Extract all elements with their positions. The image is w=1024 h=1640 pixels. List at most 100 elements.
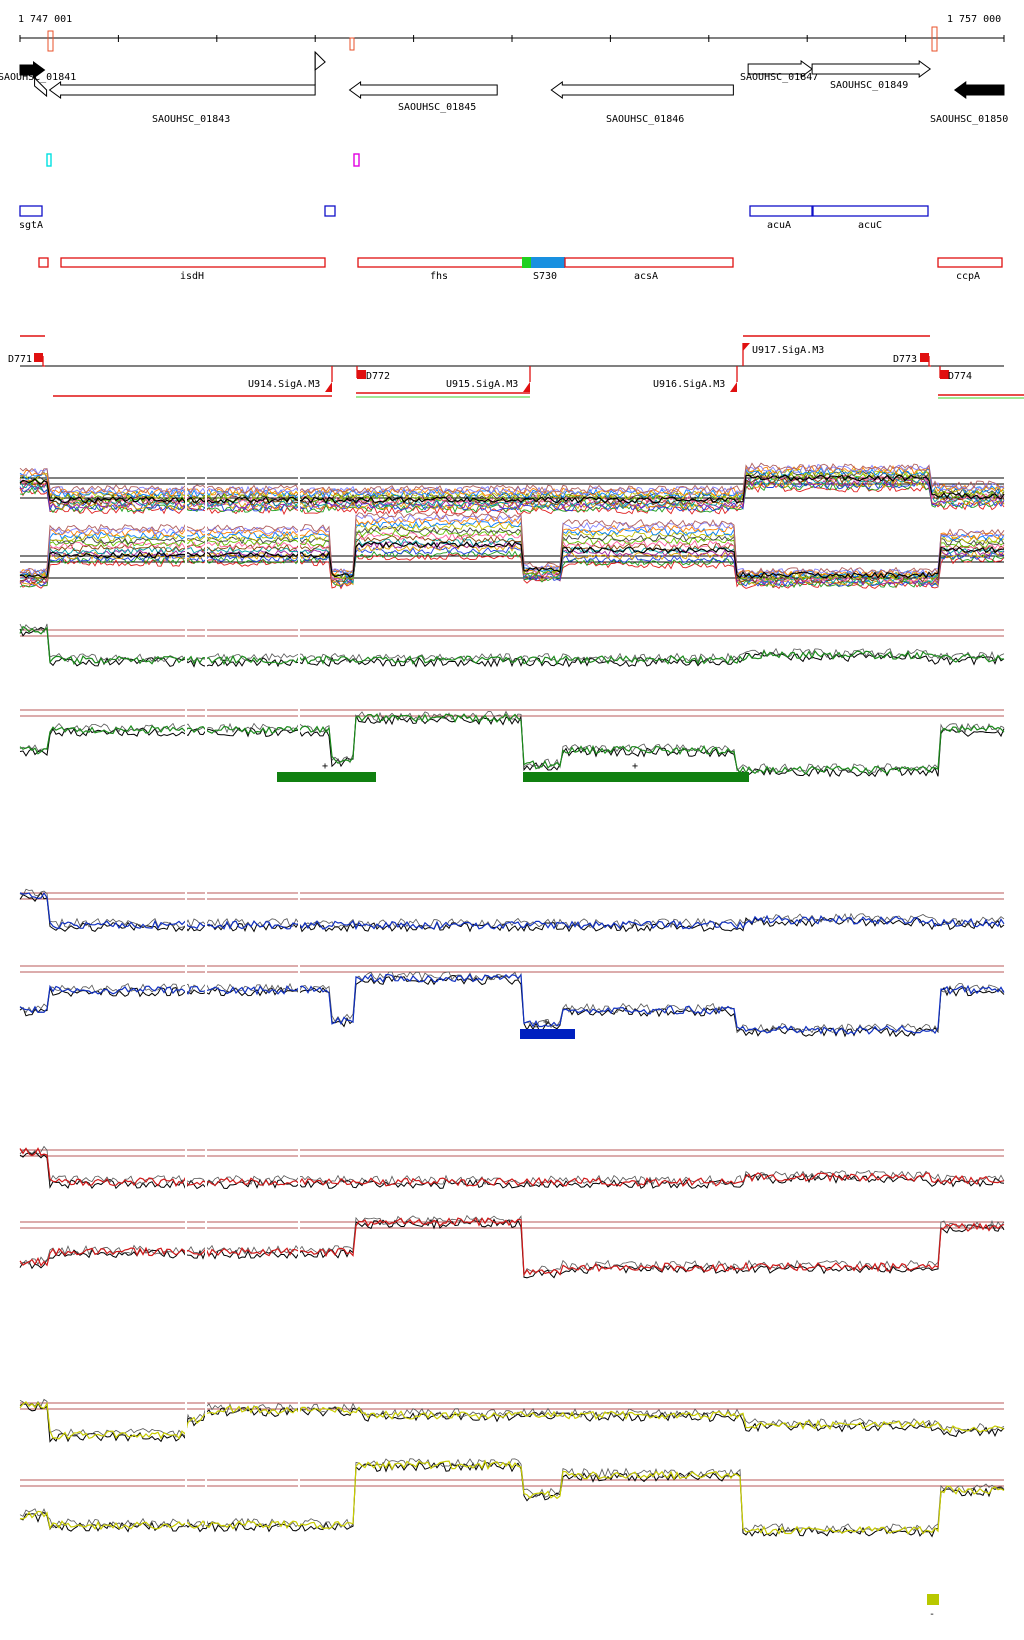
condition-bar-green bbox=[523, 772, 749, 782]
profile-line-colored bbox=[19, 1217, 1005, 1277]
ruler-highlight bbox=[931, 26, 938, 52]
red-feature-track: isdH fhs S730 acsA ccpA bbox=[38, 257, 1003, 282]
gene-label-saouhsc_01846: SAOUHSC_01846 bbox=[606, 114, 684, 125]
coord-end-label: 1 757 000 bbox=[947, 14, 1001, 25]
coord-start-label: 1 747 001 bbox=[18, 14, 72, 25]
sample-line-black bbox=[19, 541, 1005, 580]
profile-gap bbox=[298, 1365, 300, 1525]
sample-line bbox=[19, 525, 1005, 581]
breakpoint-U915 bbox=[523, 382, 530, 392]
breakpoint-D774 bbox=[940, 370, 949, 379]
profile-gap bbox=[205, 460, 207, 600]
blue-feature-label: sgtA bbox=[19, 220, 43, 231]
profile-line-black bbox=[19, 1218, 1005, 1279]
sample-line bbox=[19, 511, 1005, 576]
gene-arrow-head bbox=[314, 50, 326, 72]
sample-line bbox=[19, 550, 1005, 589]
blue-feature-sgtA bbox=[19, 205, 43, 217]
green-profile-track bbox=[19, 590, 1005, 778]
breakpoint-U916 bbox=[730, 382, 737, 392]
gene-label-saouhsc_01841: SAOUHSC_01841 bbox=[0, 72, 76, 83]
breakpoint-tick bbox=[928, 356, 931, 367]
sample-line bbox=[19, 516, 1005, 578]
condition-bar-sign: + bbox=[322, 761, 328, 772]
breakpoint-D773 bbox=[920, 353, 929, 362]
segment-label-U914: U914.SigA.M3 bbox=[248, 379, 320, 390]
condition-bar-sign: + bbox=[543, 1017, 549, 1028]
gene-label-saouhsc_01843: SAOUHSC_01843 bbox=[152, 114, 230, 125]
condition-bar-sign: - bbox=[929, 1609, 935, 1620]
condition-square-yellow bbox=[927, 1594, 939, 1605]
ruler-highlight bbox=[47, 30, 54, 52]
segment-label-D772: D772 bbox=[366, 371, 390, 382]
segmentation-track: D771 U914.SigA.M3 D772 U915.SigA.M3 U916… bbox=[8, 335, 1024, 399]
profile-line-black bbox=[19, 714, 1005, 778]
gene-label-saouhsc_01850: SAOUHSC_01850 bbox=[930, 114, 1008, 125]
red-feature-label: ccpA bbox=[956, 271, 980, 282]
profile-line-colored bbox=[19, 1459, 1005, 1535]
sample-line bbox=[19, 468, 1005, 501]
segment-label-D774: D774 bbox=[948, 371, 972, 382]
sample-line bbox=[19, 535, 1005, 584]
gene-arrow-saouhsc_01843 bbox=[48, 81, 316, 99]
cyan-marker bbox=[46, 153, 52, 167]
gene-label-saouhsc_01845: SAOUHSC_01845 bbox=[398, 102, 476, 113]
profile-gap bbox=[298, 1112, 300, 1272]
profile-line-colored bbox=[19, 973, 1005, 1035]
blue-feature-label: acuC bbox=[858, 220, 882, 231]
breakpoint-U917 bbox=[743, 343, 750, 351]
profile-line-grey bbox=[19, 971, 1005, 1034]
profile-line-black bbox=[19, 1402, 1005, 1443]
gene-arrow-saouhsc_01847 bbox=[747, 60, 813, 78]
sample-line bbox=[19, 522, 1005, 580]
sample-line bbox=[19, 483, 1005, 516]
profile-gap bbox=[185, 1112, 187, 1272]
blue-feature-small bbox=[324, 205, 336, 217]
profile-gap bbox=[185, 460, 187, 600]
red-feature-isdH bbox=[60, 257, 326, 268]
profile-gap bbox=[185, 855, 187, 1015]
sample-line bbox=[19, 480, 1005, 512]
profile-line-colored bbox=[19, 1401, 1005, 1440]
segment-label-U917: U917.SigA.M3 bbox=[752, 345, 824, 356]
red-feature-S730-blue bbox=[531, 257, 565, 268]
multi-sample-overlay bbox=[19, 460, 1005, 600]
gene-label-saouhsc_01849: SAOUHSC_01849 bbox=[830, 80, 908, 91]
segment-label-D771: D771 bbox=[8, 354, 32, 365]
profile-line-black bbox=[19, 974, 1005, 1038]
gene-track: SAOUHSC_01841 SAOUHSC_01843 SAOUHSC_01845 S… bbox=[0, 50, 1008, 125]
sample-line bbox=[19, 528, 1005, 582]
profile-gap bbox=[298, 855, 300, 1015]
segment-label-U915: U915.SigA.M3 bbox=[446, 379, 518, 390]
gene-arrow-saouhsc_01849 bbox=[811, 60, 932, 78]
profile-gap bbox=[185, 1365, 187, 1525]
sample-line bbox=[19, 520, 1005, 579]
red-feature-small bbox=[38, 257, 49, 268]
gene-arrow-tail bbox=[34, 76, 48, 98]
gene-label-saouhsc_01847: SAOUHSC_01847 bbox=[740, 72, 818, 83]
condition-bar-sign: + bbox=[632, 761, 638, 772]
gene-arrow-saouhsc_01841 bbox=[19, 61, 46, 79]
profile-gap bbox=[205, 590, 207, 750]
profile-gap bbox=[298, 590, 300, 750]
profile-line-grey bbox=[19, 1458, 1005, 1534]
gene-arrow-saouhsc_01846 bbox=[550, 81, 734, 99]
profile-line-black bbox=[19, 891, 1005, 933]
profile-line-grey bbox=[19, 1398, 1005, 1438]
ruler-ticks bbox=[19, 26, 1005, 52]
condition-bar-blue bbox=[520, 1029, 575, 1039]
breakpoint-U914 bbox=[325, 382, 332, 392]
sample-line bbox=[19, 546, 1005, 588]
red-feature-acsA bbox=[564, 257, 734, 268]
red-feature-label: fhs bbox=[430, 271, 448, 282]
profile-gap bbox=[205, 1112, 207, 1272]
profile-gap bbox=[205, 1365, 207, 1525]
magenta-marker bbox=[353, 153, 360, 167]
sample-line bbox=[19, 462, 1005, 494]
coordinate-ruler: 1 747 001 1 757 000 bbox=[18, 14, 1005, 52]
breakpoint-tick bbox=[42, 356, 45, 367]
red-feature-ccpA bbox=[937, 257, 1003, 268]
breakpoint-D771 bbox=[34, 353, 43, 362]
profile-line-colored bbox=[19, 713, 1005, 775]
